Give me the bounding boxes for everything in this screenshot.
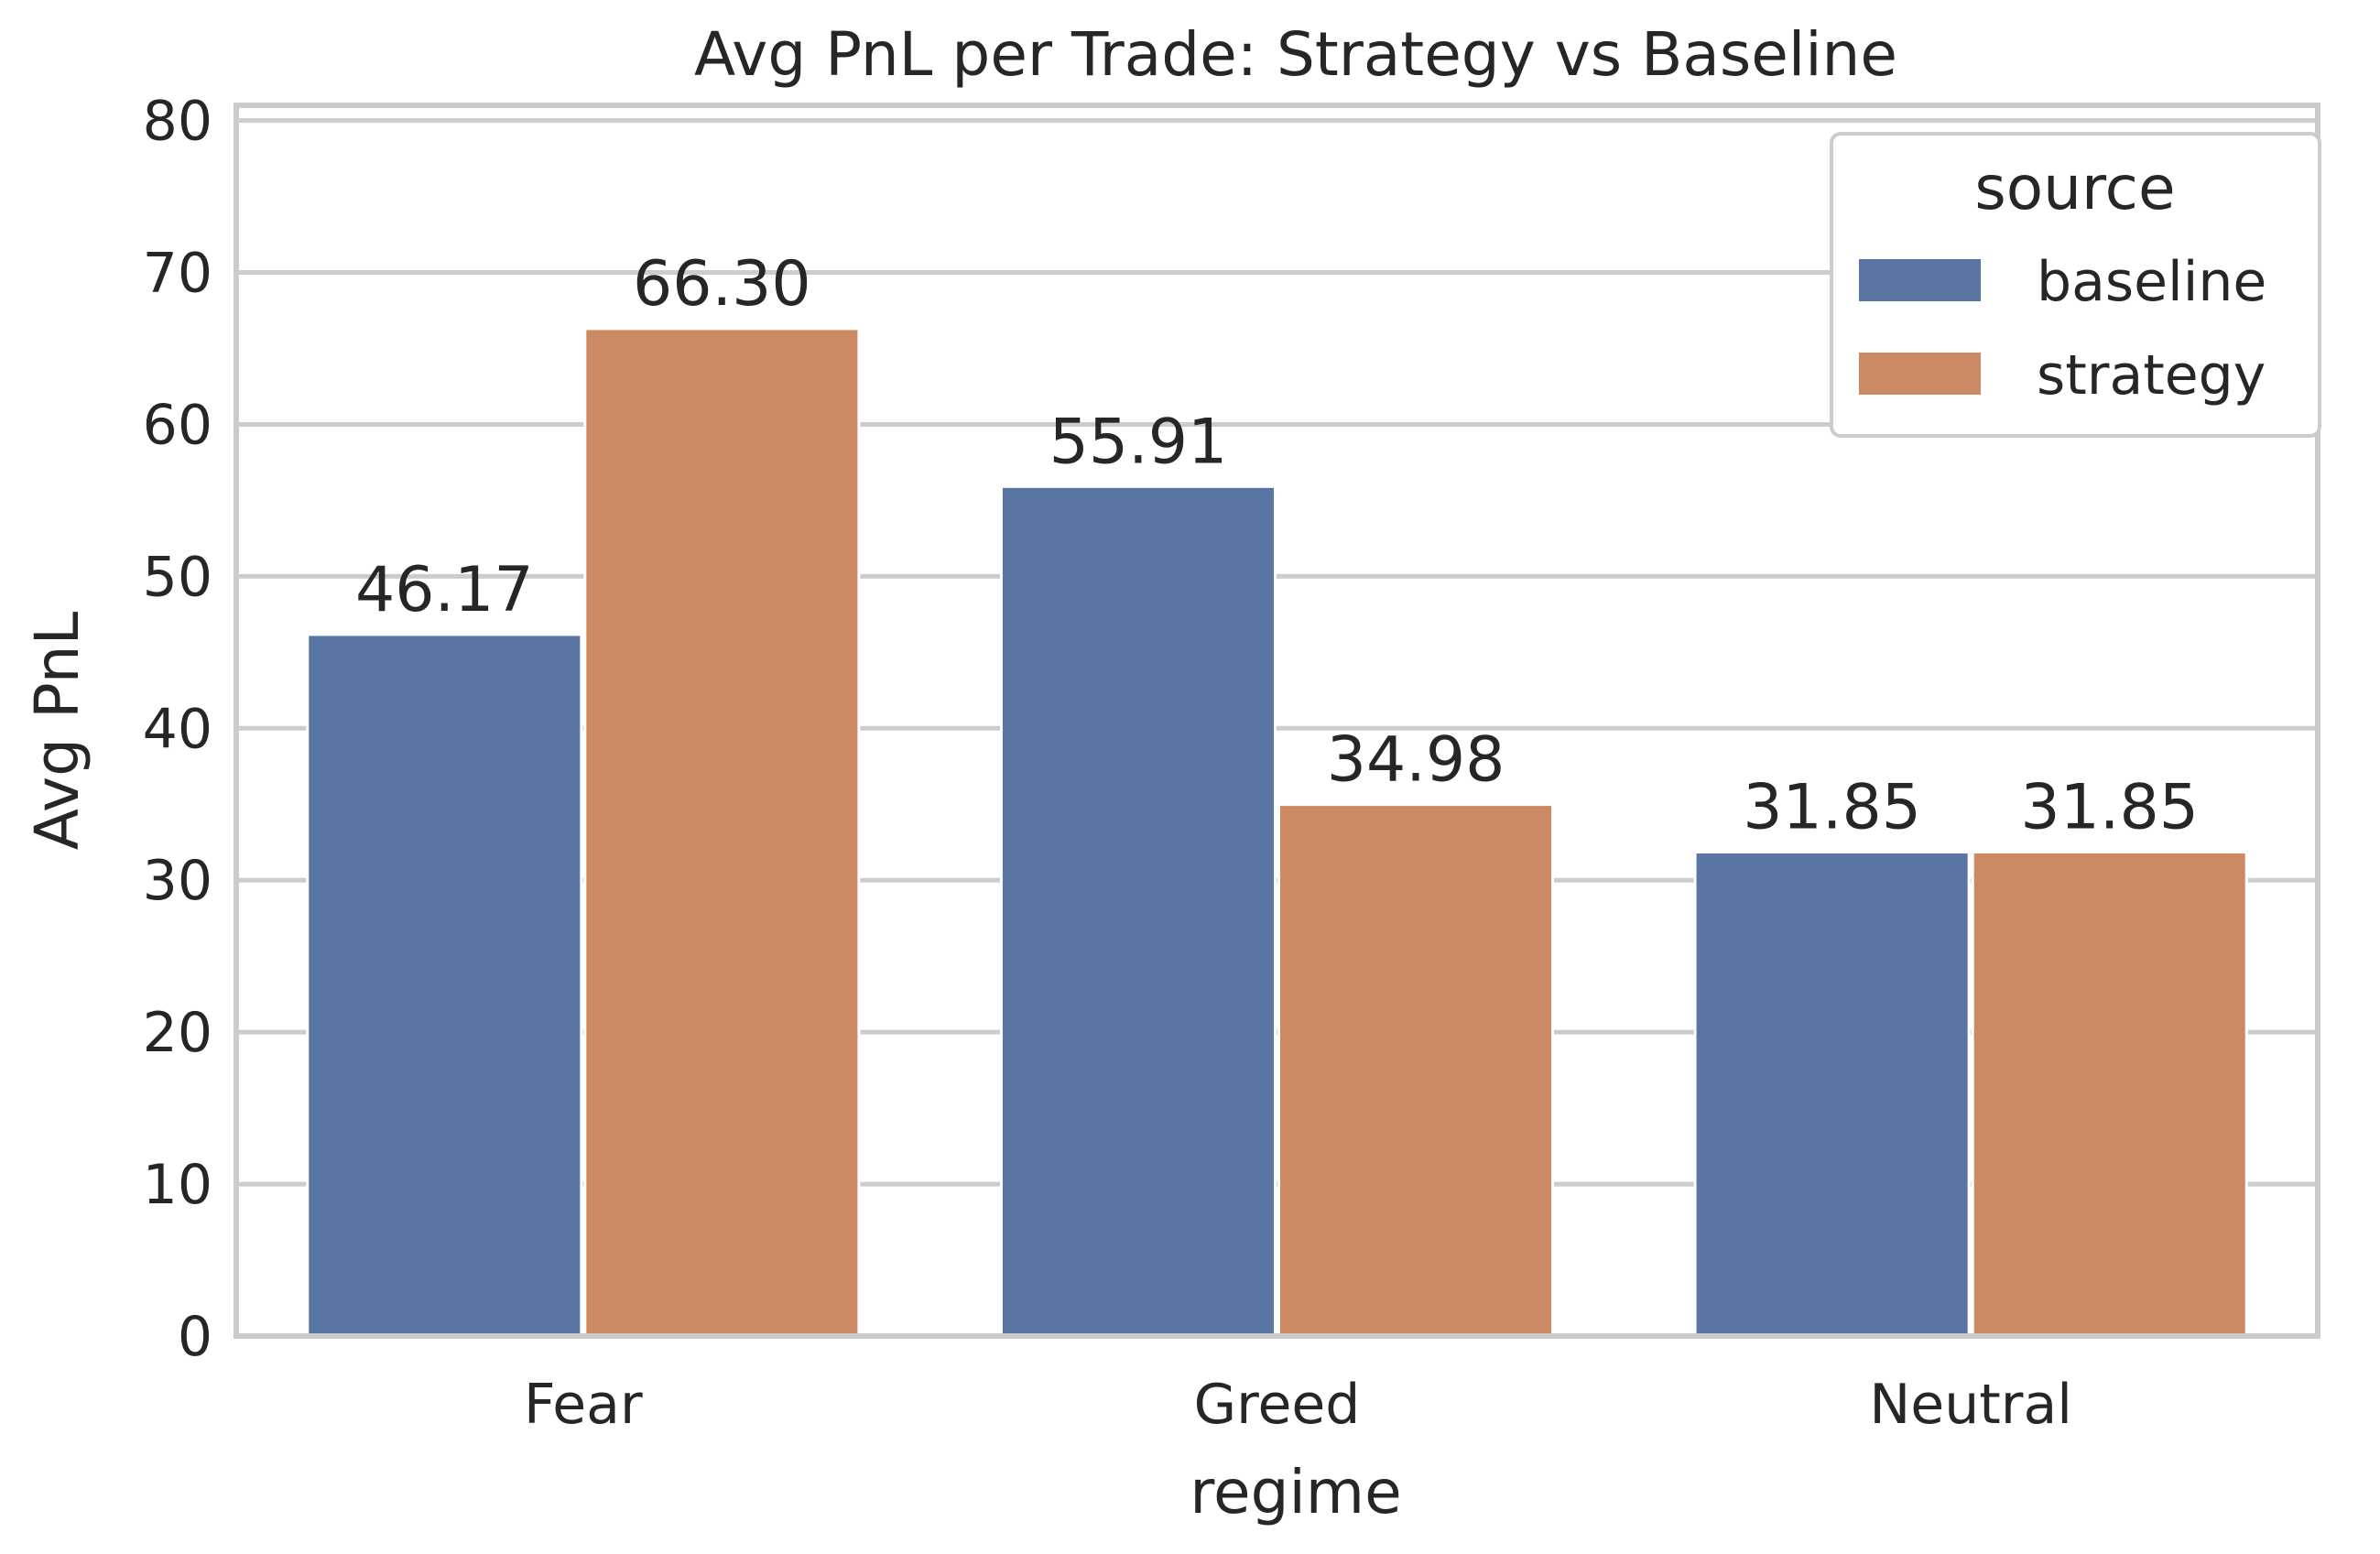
x-tick-labels: Fear Greed Neutral bbox=[524, 1373, 2072, 1437]
y-tick-label-10: 10 bbox=[143, 1153, 212, 1217]
x-tick-label-fear: Fear bbox=[524, 1373, 643, 1437]
bar-label-greed-strategy: 34.98 bbox=[1327, 724, 1505, 797]
legend-swatch-baseline bbox=[1859, 259, 1981, 301]
x-axis-label: regime bbox=[1190, 1457, 1401, 1527]
chart-title: Avg PnL per Trade: Strategy vs Baseline bbox=[694, 19, 1897, 90]
y-axis-label: Avg PnL bbox=[22, 612, 92, 851]
y-tick-label-30: 30 bbox=[143, 849, 212, 913]
bar-labels: 46.17 66.30 55.91 34.98 31.85 31.85 bbox=[355, 248, 2199, 844]
y-tick-label-0: 0 bbox=[178, 1305, 212, 1369]
y-tick-label-50: 50 bbox=[143, 545, 212, 609]
bar-neutral-baseline bbox=[1693, 851, 1971, 1338]
legend-title: source bbox=[1974, 153, 2175, 223]
legend-swatch-strategy bbox=[1859, 353, 1981, 395]
y-tick-labels: 0 10 20 30 40 50 60 70 80 bbox=[143, 90, 212, 1369]
bar-fear-strategy bbox=[583, 327, 861, 1338]
bar-label-greed-baseline: 55.91 bbox=[1049, 406, 1228, 478]
bar-label-fear-baseline: 46.17 bbox=[355, 554, 534, 626]
legend: source baseline strategy bbox=[1830, 132, 2321, 438]
y-tick-label-80: 80 bbox=[143, 90, 212, 154]
y-tick-label-20: 20 bbox=[143, 1001, 212, 1065]
bars bbox=[306, 327, 2248, 1338]
y-tick-label-60: 60 bbox=[143, 393, 212, 457]
plot-frame bbox=[234, 103, 2320, 1339]
bar-greed-strategy bbox=[1277, 803, 1555, 1338]
bar-greed-baseline bbox=[999, 484, 1277, 1338]
bar-neutral-strategy bbox=[1971, 851, 2248, 1338]
bar-label-neutral-strategy: 31.85 bbox=[2020, 772, 2199, 844]
x-tick-label-greed: Greed bbox=[1194, 1373, 1361, 1437]
bar-label-fear-strategy: 66.30 bbox=[633, 248, 811, 321]
bar-label-neutral-baseline: 31.85 bbox=[1743, 772, 1921, 844]
y-tick-label-70: 70 bbox=[143, 242, 212, 306]
x-tick-label-neutral: Neutral bbox=[1869, 1373, 2071, 1437]
bar-fear-baseline bbox=[306, 633, 583, 1338]
y-tick-label-40: 40 bbox=[143, 697, 212, 761]
legend-label-strategy: strategy bbox=[2037, 343, 2266, 408]
legend-label-baseline: baseline bbox=[2037, 250, 2266, 314]
